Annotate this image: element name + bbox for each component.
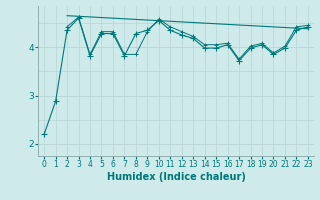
X-axis label: Humidex (Indice chaleur): Humidex (Indice chaleur) bbox=[107, 172, 245, 182]
